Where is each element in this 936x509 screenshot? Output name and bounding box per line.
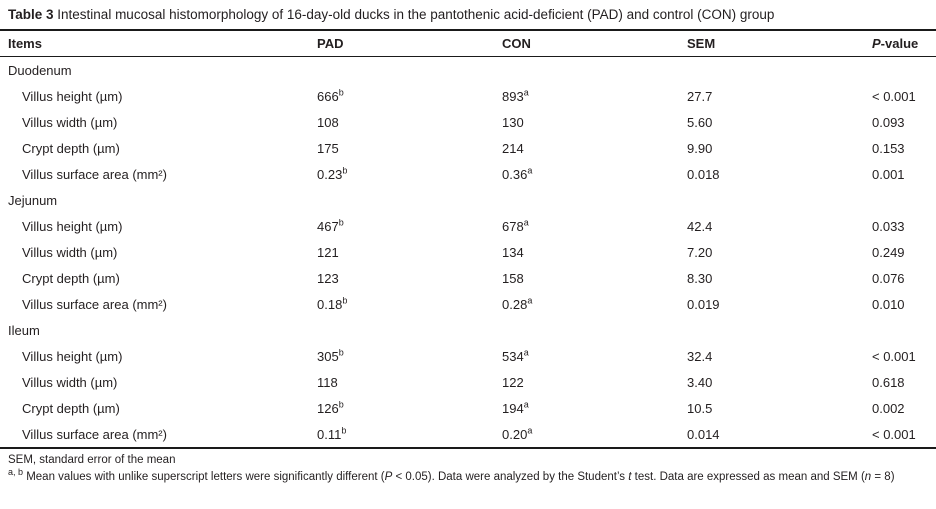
row-item-label: Villus height (µm) <box>22 348 123 364</box>
value-cell: 666b <box>317 87 344 104</box>
column-header-con: CON <box>502 30 687 57</box>
value-cell: 678a <box>502 217 529 234</box>
value-cell: 0.014 <box>687 426 720 442</box>
table-row: Crypt depth (µm) 126b 194a 10.5 0.002 <box>0 395 936 421</box>
value-cell: 0.36a <box>502 165 533 182</box>
table-row: Villus width (µm) 108 130 5.60 0.093 <box>0 109 936 135</box>
table-row: Villus height (µm) 305b 534a 32.4 < 0.001 <box>0 343 936 369</box>
column-header-p-value: P-value <box>872 30 936 57</box>
section-row: Ileum <box>0 317 936 343</box>
row-item-label: Villus height (µm) <box>22 218 123 234</box>
value-cell: 5.60 <box>687 114 713 130</box>
value-cell: 130 <box>502 114 524 130</box>
value-cell: 0.11b <box>317 425 347 442</box>
section-header-label: Jejunum <box>8 192 58 208</box>
section-header-label: Ileum <box>8 322 40 338</box>
value-cell: 42.4 <box>687 218 713 234</box>
table-row: Villus surface area (mm²) 0.23b 0.36a 0.018… <box>0 161 936 187</box>
value-cell: 893a <box>502 87 529 104</box>
header-row: Items PAD CON SEM P-value <box>0 30 936 57</box>
row-item-label: Crypt depth (µm) <box>22 400 120 416</box>
value-cell: 194a <box>502 399 529 416</box>
value-cell: 0.618 <box>872 374 905 390</box>
row-item-label: Crypt depth (µm) <box>22 140 120 156</box>
value-cell: 0.018 <box>687 166 720 182</box>
row-item-label: Villus width (µm) <box>22 114 118 130</box>
table-row: Villus surface area (mm²) 0.18b 0.28a 0.019… <box>0 291 936 317</box>
value-cell: 0.18b <box>317 295 348 312</box>
value-cell: 0.076 <box>872 270 905 286</box>
value-cell: < 0.001 <box>872 88 916 104</box>
value-cell: 467b <box>317 217 344 234</box>
row-item-label: Villus width (µm) <box>22 244 118 260</box>
column-header-pad: PAD <box>317 30 502 57</box>
row-item-label: Villus width (µm) <box>22 374 118 390</box>
value-cell: 158 <box>502 270 524 286</box>
value-cell: 0.001 <box>872 166 905 182</box>
value-cell: 3.40 <box>687 374 713 390</box>
value-cell: 118 <box>317 374 338 390</box>
value-cell: 0.20a <box>502 425 533 442</box>
table-row: Crypt depth (µm) 123 158 8.30 0.076 <box>0 265 936 291</box>
value-cell: 9.90 <box>687 140 713 156</box>
value-cell: 126b <box>317 399 344 416</box>
value-cell: 0.093 <box>872 114 905 130</box>
value-cell: 27.7 <box>687 88 713 104</box>
table-row: Villus height (µm) 467b 678a 42.4 0.033 <box>0 213 936 239</box>
table-row: Villus width (µm) 118 122 3.40 0.618 <box>0 369 936 395</box>
column-header-items: Items <box>0 30 317 57</box>
column-header-sem: SEM <box>687 30 872 57</box>
value-cell: 121 <box>317 244 339 260</box>
value-cell: 175 <box>317 140 339 156</box>
value-cell: 0.153 <box>872 140 905 156</box>
value-cell: < 0.001 <box>872 426 916 442</box>
value-cell: 0.002 <box>872 400 905 416</box>
table-row: Villus width (µm) 121 134 7.20 0.249 <box>0 239 936 265</box>
value-cell: 7.20 <box>687 244 713 260</box>
table-footnotes: SEM, standard error of the mean a, b Mea… <box>8 452 928 486</box>
row-item-label: Villus surface area (mm²) <box>22 166 167 182</box>
row-item-label: Villus surface area (mm²) <box>22 426 167 442</box>
table-row: Crypt depth (µm) 175 214 9.90 0.153 <box>0 135 936 161</box>
value-cell: 134 <box>502 244 524 260</box>
table-row: Villus height (µm) 666b 893a 27.7 < 0.001 <box>0 83 936 109</box>
section-row: Duodenum <box>0 57 936 84</box>
histomorphology-table: Items PAD CON SEM P-value Duodenum Villus hei… <box>0 29 936 449</box>
section-header-label: Duodenum <box>8 62 72 78</box>
footnote-sem-definition: SEM, standard error of the mean <box>8 454 176 466</box>
value-cell: 122 <box>502 374 524 390</box>
row-item-label: Crypt depth (µm) <box>22 270 120 286</box>
row-item-label: Villus height (µm) <box>22 88 123 104</box>
value-cell: 305b <box>317 347 344 364</box>
value-cell: 123 <box>317 270 339 286</box>
value-cell: 0.010 <box>872 296 905 312</box>
table-row: Villus surface area (mm²) 0.11b 0.20a 0.014… <box>0 421 936 448</box>
value-cell: < 0.001 <box>872 348 916 364</box>
row-item-label: Villus surface area (mm²) <box>22 296 167 312</box>
caption-text: Intestinal mucosal histomorphology of 16… <box>53 7 775 22</box>
value-cell: 10.5 <box>687 400 713 416</box>
value-cell: 0.033 <box>872 218 905 234</box>
table-body: Duodenum Villus height (µm) 666b 893a 27.7 < … <box>0 57 936 449</box>
table-header: Items PAD CON SEM P-value <box>0 30 936 57</box>
footnote-significance: a, b Mean values with unlike superscript… <box>8 467 895 483</box>
value-cell: 0.28a <box>502 295 533 312</box>
value-cell: 8.30 <box>687 270 713 286</box>
value-cell: 214 <box>502 140 524 156</box>
value-cell: 32.4 <box>687 348 713 364</box>
table-caption: Table 3 Intestinal mucosal histomorpholo… <box>8 7 928 22</box>
value-cell: 0.019 <box>687 296 720 312</box>
value-cell: 108 <box>317 114 339 130</box>
table-number-label: Table 3 <box>8 7 54 22</box>
section-row: Jejunum <box>0 187 936 213</box>
value-cell: 0.249 <box>872 244 905 260</box>
value-cell: 0.23b <box>317 165 348 182</box>
value-cell: 534a <box>502 347 529 364</box>
